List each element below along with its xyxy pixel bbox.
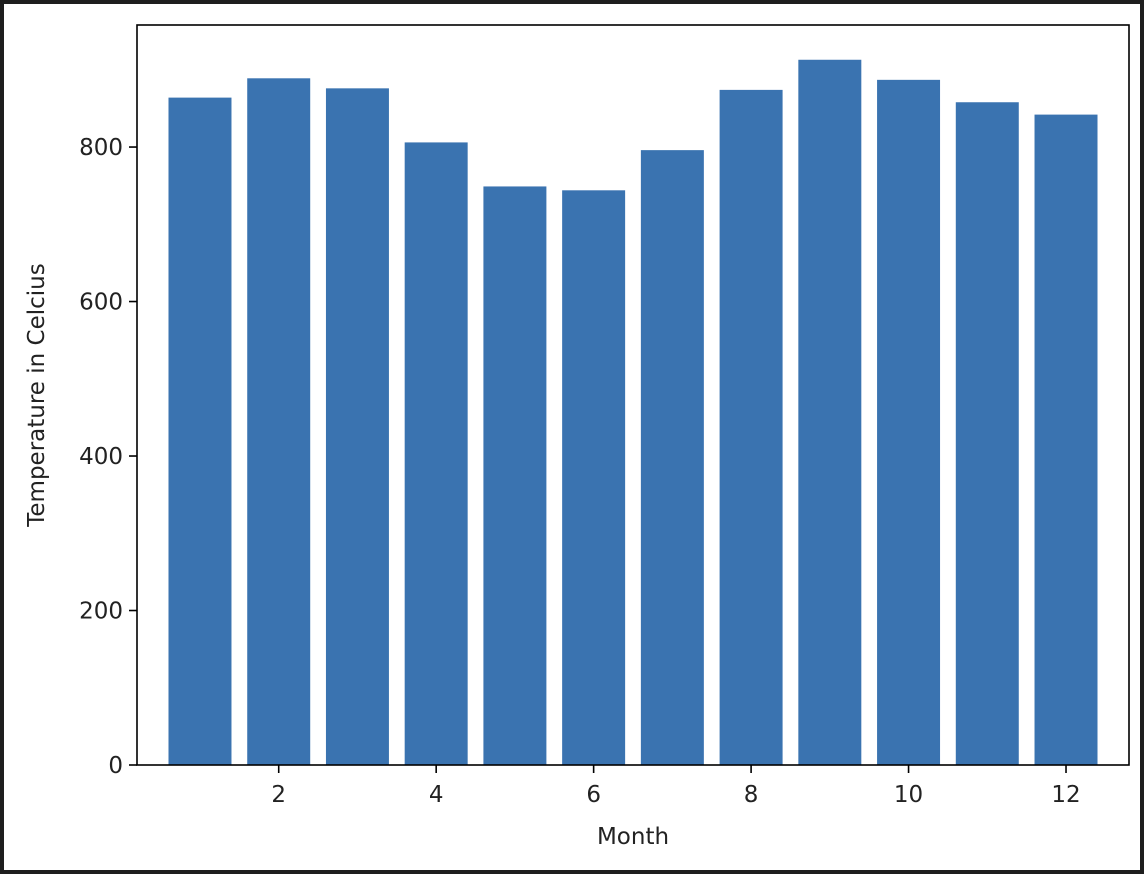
bar-month-4	[404, 142, 468, 766]
x-tick-label: 12	[1051, 782, 1080, 808]
y-axis-ticks: 0 200 400 600 800	[79, 135, 137, 779]
bar-month-6	[562, 190, 626, 765]
bar-chart: 0 200 400 600 800 2 4 6 8 10 12 Month Temperature…	[24, 24, 1130, 850]
y-tick-label: 800	[79, 135, 123, 161]
bar-month-1	[168, 97, 232, 765]
bar-month-3	[325, 88, 389, 766]
y-tick-label: 200	[79, 599, 123, 625]
x-tick-label: 4	[429, 782, 444, 808]
bar-month-5	[483, 186, 547, 766]
bar-month-10	[877, 79, 941, 765]
x-axis-ticks: 2 4 6 8 10 12	[271, 765, 1081, 808]
bar-month-9	[798, 59, 862, 766]
y-tick-label: 400	[79, 444, 123, 470]
x-tick-label: 2	[271, 782, 286, 808]
x-tick-label: 10	[894, 782, 923, 808]
bar-month-12	[1034, 114, 1098, 766]
bar-month-7	[640, 150, 704, 766]
figure-canvas: 0 200 400 600 800 2 4 6 8 10 12 Month Temperature…	[4, 4, 1140, 870]
y-tick-label: 0	[108, 753, 123, 779]
y-tick-label: 600	[79, 290, 123, 316]
x-tick-label: 6	[586, 782, 601, 808]
x-tick-label: 8	[744, 782, 759, 808]
y-axis-label: Temperature in Celcius	[24, 263, 50, 527]
plot-area-border	[136, 24, 1130, 766]
bar-month-11	[955, 102, 1019, 765]
bar-series	[168, 59, 1098, 766]
x-axis-label: Month	[597, 824, 669, 850]
bar-month-2	[247, 78, 311, 766]
bar-month-8	[719, 89, 783, 765]
